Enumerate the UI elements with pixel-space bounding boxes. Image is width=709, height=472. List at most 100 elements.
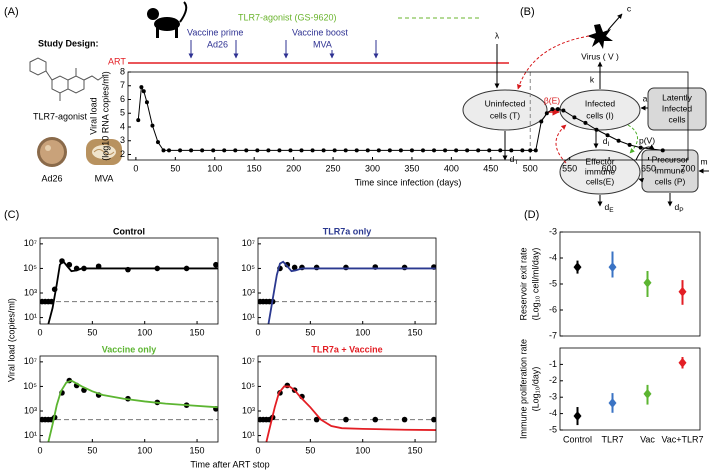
y-tick-label: 5 — [120, 108, 125, 118]
y-tick-label: 10⁵ — [241, 263, 255, 273]
plot-area — [40, 377, 218, 442]
y-tick-label: -3 — [549, 226, 557, 236]
plot-area — [258, 382, 436, 442]
art-label: ART — [108, 56, 126, 66]
x-tick-label: 50 — [305, 327, 315, 337]
x-tick-label: Control — [563, 434, 592, 444]
x-tick-label: 150 — [190, 327, 205, 337]
data-point — [550, 107, 555, 112]
axes-frame — [39, 237, 219, 325]
series-line — [267, 260, 436, 324]
chart-title: Vaccine only — [102, 344, 157, 354]
y-axis-label: Viral load (copies/ml) — [6, 298, 16, 382]
plot-area — [573, 357, 687, 426]
y-tick-label: 10¹ — [24, 430, 37, 440]
y-tick-label: 10⁷ — [242, 238, 255, 248]
data-point — [678, 357, 687, 368]
panel-label: (D) — [524, 209, 539, 221]
data-point — [213, 261, 218, 268]
data-point — [343, 148, 348, 153]
rate-symbol: d — [674, 202, 679, 212]
axes-frame — [257, 237, 437, 325]
data-point — [233, 148, 238, 153]
data-point — [401, 264, 408, 271]
node-shape — [462, 89, 548, 131]
y-tick-label: -1 — [549, 359, 557, 369]
y-tick-label: 10¹ — [24, 312, 37, 322]
data-point — [608, 397, 617, 408]
rate-label: m — [700, 156, 707, 166]
vector-label: Ad26 — [41, 173, 62, 183]
data-point — [454, 148, 459, 153]
data-point — [277, 148, 282, 153]
data-point — [144, 100, 149, 105]
data-point — [401, 416, 408, 423]
tlr7-label: TLR7-agonist (GS-9620) — [238, 12, 337, 22]
node-label: cells — [668, 114, 685, 124]
x-tick-label: 550 — [562, 163, 577, 173]
data-point — [299, 148, 304, 153]
node-label: immune — [585, 166, 616, 176]
x-tick-label: 200 — [286, 163, 301, 173]
rate-label: λ — [495, 30, 500, 40]
data-point — [178, 148, 183, 153]
data-point — [313, 264, 320, 271]
data-point — [155, 140, 160, 145]
y-tick-label: 10³ — [24, 287, 37, 297]
y-tick-label: 10⁵ — [23, 381, 37, 391]
y-tick-label: -3 — [549, 392, 557, 402]
chart-title: TLR7a + Vaccine — [311, 344, 382, 354]
node-shape — [641, 149, 699, 193]
node-label: cells (T) — [490, 110, 520, 120]
x-axis-label: Time after ART stop — [190, 459, 269, 469]
y-axis-label: Reservoir exit rate — [518, 247, 528, 320]
data-point — [627, 142, 632, 147]
data-point — [376, 148, 381, 153]
x-tick-label: 650 — [641, 163, 656, 173]
boost-label: Vaccine boost — [292, 27, 348, 37]
mva-icon — [86, 139, 122, 165]
data-point — [372, 416, 379, 423]
chart: 10¹ 10³ 10⁵ 10⁷ 0 50 100 150 TLR7a + Vaccine — [241, 344, 437, 455]
data-point — [528, 148, 533, 153]
x-tick-label: 600 — [602, 163, 617, 173]
node-label: cells(E) — [586, 176, 615, 186]
data-point — [443, 148, 448, 153]
x-tick-label: 500 — [523, 163, 538, 173]
rate-symbol: d — [603, 136, 608, 146]
data-point — [509, 148, 514, 153]
y-axis-label: (Log₁₀/day) — [530, 367, 540, 412]
data-point — [678, 286, 687, 297]
x-tick-label: 50 — [87, 327, 97, 337]
data-point — [573, 411, 582, 422]
data-point — [222, 148, 227, 153]
y-tick-label: -7 — [549, 330, 557, 340]
data-point — [365, 148, 370, 153]
ad26-icon — [37, 137, 67, 167]
y-tick-label: 10⁵ — [23, 263, 37, 273]
data-point — [343, 264, 349, 271]
chart: -3 -4 -5 -6 -7 Reservoir exit rate (Log₁₀ cell… — [518, 226, 701, 340]
x-tick-label: 100 — [137, 445, 152, 455]
drug-label: TLR7-agonist — [33, 111, 88, 121]
x-tick-label: 0 — [37, 327, 42, 337]
data-point — [150, 123, 155, 128]
y-tick-label: 10⁷ — [242, 356, 255, 366]
x-tick-label: 50 — [170, 163, 180, 173]
x-tick-label: 50 — [305, 445, 315, 455]
axes-frame — [39, 355, 219, 443]
molecule — [29, 57, 105, 101]
data-point — [608, 262, 617, 273]
chart: 10¹ 10³ 10⁵ 10⁷ 0 50 100 150 TLR7a only — [241, 226, 437, 337]
data-point — [167, 148, 172, 153]
chart-title: TLR7a only — [323, 226, 372, 236]
x-tick-label: 150 — [408, 445, 423, 455]
x-tick-label: 0 — [37, 445, 42, 455]
prime-vector: Ad26 — [207, 39, 228, 49]
rate-label: dI — [603, 136, 610, 147]
x-tick-label: 50 — [87, 445, 97, 455]
data-point — [573, 262, 582, 273]
data-point — [431, 416, 436, 423]
plot-area — [258, 260, 436, 324]
rate-label: dE — [604, 202, 614, 213]
